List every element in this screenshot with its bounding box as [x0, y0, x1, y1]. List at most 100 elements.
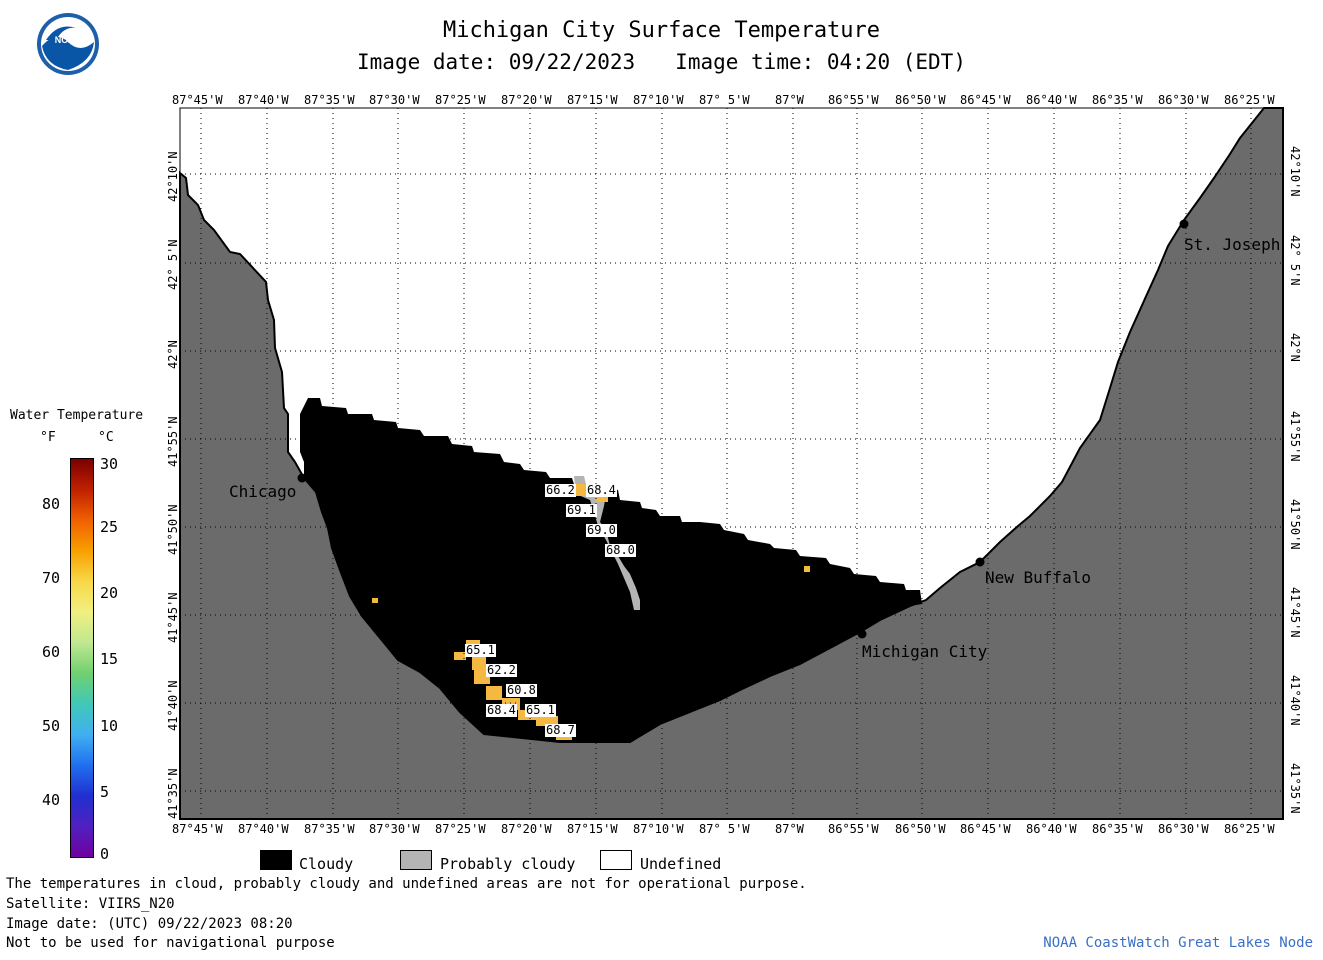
- footer-satellite: Satellite: VIIRS_N20: [6, 896, 175, 912]
- colorbar-c-tick: 30: [100, 455, 119, 473]
- colorbar-f-tick: 40: [41, 791, 60, 809]
- lat-tick: 41°45'N: [1288, 587, 1302, 638]
- lat-tick: 42°N: [1288, 333, 1302, 362]
- colorbar-f-tick: 70: [41, 569, 60, 587]
- lon-tick: 86°55'W: [828, 822, 879, 836]
- lon-tick: 86°45'W: [960, 93, 1011, 107]
- legend-probably-cloudy-label: Probably cloudy: [440, 855, 576, 873]
- temp-label: 68.4: [586, 483, 617, 497]
- legend-cloudy-swatch: [260, 850, 292, 870]
- temp-label: 66.2: [545, 483, 576, 497]
- lon-tick: 86°50'W: [895, 822, 946, 836]
- lon-tick: 87°20'W: [501, 93, 552, 107]
- colorbar-c-tick: 25: [100, 518, 119, 536]
- lat-tick: 41°45'N: [166, 592, 180, 643]
- colorbar-c-tick: 20: [100, 584, 119, 602]
- legend-cloudy-label: Cloudy: [299, 855, 354, 873]
- lon-tick: 86°55'W: [828, 93, 879, 107]
- lon-tick: 87° 5'W: [699, 822, 750, 836]
- chicago-dot: [297, 473, 307, 483]
- lon-tick: 87°45'W: [172, 93, 223, 107]
- lon-tick: 87°35'W: [304, 822, 355, 836]
- colorbar-f-tick: 60: [41, 643, 60, 661]
- lat-tick: 42° 5'N: [166, 239, 180, 290]
- lon-tick: 86°40'W: [1026, 93, 1077, 107]
- lat-tick: 41°55'N: [1288, 411, 1302, 462]
- lat-tick: 42°10'N: [166, 151, 180, 202]
- lat-tick: 42°10'N: [1288, 146, 1302, 197]
- lon-tick: 86°40'W: [1026, 822, 1077, 836]
- lon-tick: 87°30'W: [369, 93, 420, 107]
- lon-tick: 87°W: [775, 93, 804, 107]
- lon-tick: 86°35'W: [1092, 93, 1143, 107]
- unit-c: °C: [98, 430, 114, 445]
- temp-label: 68.0: [605, 543, 636, 557]
- colorbar-c-tick: 15: [100, 650, 119, 668]
- lon-tick: 86°30'W: [1158, 93, 1209, 107]
- unit-f: °F: [40, 430, 56, 445]
- lat-tick: 42°N: [166, 340, 180, 369]
- legend-probably-cloudy-swatch: [400, 850, 432, 870]
- colorbar-f-tick: 80: [41, 495, 60, 513]
- lon-tick: 86°25'W: [1224, 822, 1275, 836]
- graticule: [180, 108, 1283, 819]
- city-label-michigan-city: Michigan City: [862, 642, 988, 661]
- city-label-chicago: Chicago: [229, 482, 297, 501]
- lat-tick: 41°50'N: [166, 504, 180, 555]
- lon-tick: 87°35'W: [304, 93, 355, 107]
- temp-label: 69.1: [566, 503, 597, 517]
- city-label-new-buffalo: New Buffalo: [985, 568, 1091, 587]
- st-joseph-dot: [1179, 219, 1189, 229]
- lon-tick: 87°15'W: [567, 93, 618, 107]
- lon-tick: 86°25'W: [1224, 93, 1275, 107]
- lon-tick: 87°25'W: [435, 822, 486, 836]
- colorbar-units: °F °C: [40, 430, 156, 445]
- lat-tick: 41°50'N: [1288, 499, 1302, 550]
- lon-tick: 87°40'W: [238, 822, 289, 836]
- new-buffalo-dot: [975, 557, 985, 567]
- image-time: Image time: 04:20 (EDT): [675, 50, 966, 74]
- lat-tick: 42° 5'N: [1288, 235, 1302, 286]
- temp-label: 69.0: [586, 523, 617, 537]
- noaa-logo-icon: NOAA: [37, 13, 99, 75]
- lon-tick: 87°20'W: [501, 822, 552, 836]
- lon-tick: 87°45'W: [172, 822, 223, 836]
- colorbar-c-tick: 0: [100, 845, 110, 863]
- temp-label: 62.2: [486, 663, 517, 677]
- michigan-city-dot: [857, 629, 867, 639]
- colorbar-c-tick: 10: [100, 717, 119, 735]
- lat-tick: 41°35'N: [1288, 763, 1302, 814]
- colorbar-f-tick: 50: [41, 717, 60, 735]
- lon-tick: 86°45'W: [960, 822, 1011, 836]
- footer-navigation-note: Not to be used for navigational purpose: [6, 935, 335, 951]
- lon-tick: 87°40'W: [238, 93, 289, 107]
- colorbar-title: Water Temperature: [10, 408, 144, 423]
- temp-label: 65.1: [525, 703, 556, 717]
- footer-credit: NOAA CoastWatch Great Lakes Node: [1043, 935, 1313, 951]
- lon-tick: 86°50'W: [895, 93, 946, 107]
- map-subtitle: Image date: 09/22/2023 Image time: 04:20 …: [0, 50, 1323, 74]
- temp-label: 68.7: [545, 723, 576, 737]
- colorbar: [70, 458, 94, 858]
- lon-tick: 87°25'W: [435, 93, 486, 107]
- lon-tick: 87°10'W: [633, 822, 684, 836]
- noaa-logo-text: NOAA: [55, 35, 82, 45]
- lat-tick: 41°55'N: [166, 416, 180, 467]
- lat-tick: 41°35'N: [166, 768, 180, 819]
- lon-tick: 87°15'W: [567, 822, 618, 836]
- temp-label: 60.8: [506, 683, 537, 697]
- lat-tick: 41°40'N: [1288, 675, 1302, 726]
- lon-tick: 86°30'W: [1158, 822, 1209, 836]
- lon-tick: 87°10'W: [633, 93, 684, 107]
- lon-tick: 86°35'W: [1092, 822, 1143, 836]
- lon-tick: 87°30'W: [369, 822, 420, 836]
- map-title: Michigan City Surface Temperature: [442, 18, 881, 43]
- lon-tick: 87° 5'W: [699, 93, 750, 107]
- temp-label: 68.4: [486, 703, 517, 717]
- temp-label: 65.1: [465, 643, 496, 657]
- footer-utc-date: Image date: (UTC) 09/22/2023 08:20: [6, 916, 293, 932]
- footer-disclaimer: The temperatures in cloud, probably clou…: [6, 876, 807, 892]
- legend-undefined-swatch: [600, 850, 632, 870]
- probably-cloudy-area: [574, 476, 640, 610]
